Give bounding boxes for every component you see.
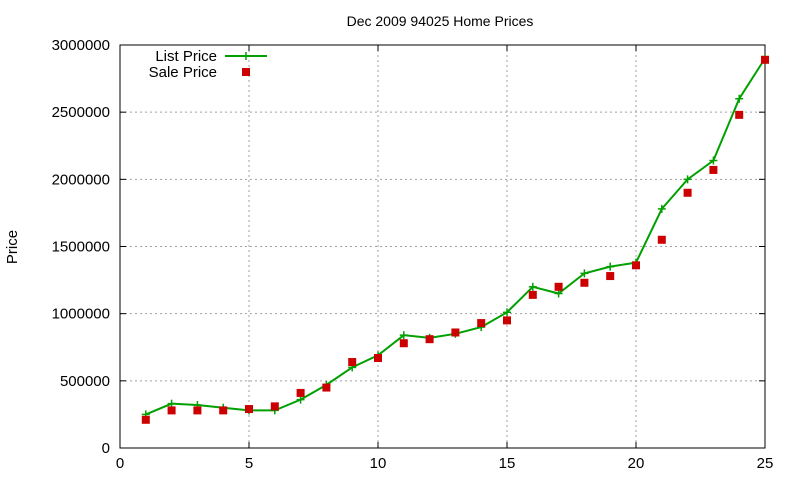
sale-price-point	[709, 165, 718, 174]
legend-label: List Price	[155, 48, 217, 65]
list-price-point	[503, 308, 511, 317]
y-axis-label: Price	[4, 230, 21, 264]
list-price-point	[528, 282, 537, 291]
list-price-point	[580, 269, 589, 278]
list-price-point	[554, 289, 563, 298]
x-tick-label: 0	[116, 455, 124, 472]
sale-price-point	[657, 235, 666, 244]
series-0	[141, 54, 769, 419]
sale-price-point	[735, 110, 744, 119]
sale-price-point	[528, 290, 537, 299]
sale-price-point	[425, 335, 434, 344]
sale-price-point	[219, 406, 228, 415]
x-tick-label: 15	[499, 455, 516, 472]
chart-title: Dec 2009 94025 Home Prices	[347, 13, 534, 29]
list-price-point	[657, 204, 666, 213]
y-tick-label: 500000	[60, 373, 110, 390]
sale-price-point	[632, 261, 640, 270]
series-1	[141, 55, 769, 424]
sale-price-point	[683, 188, 692, 197]
legend-square-sample	[242, 68, 250, 76]
axis-ticks: 0 5 10 15 20 25 0 500000 1000000 1500000 2000000 25…	[52, 37, 774, 472]
y-tick-label: 2500000	[52, 104, 110, 121]
legend-cross-sample	[242, 52, 250, 60]
list-price-point	[709, 156, 718, 165]
y-tick-label: 3000000	[52, 37, 110, 54]
sale-price-point	[245, 405, 253, 414]
y-tick-label: 1000000	[52, 306, 110, 323]
x-tick-label: 5	[245, 455, 253, 472]
list-price-point	[399, 331, 408, 340]
y-tick-label: 1500000	[52, 239, 110, 256]
list-price-point	[167, 399, 176, 408]
sale-price-point	[580, 278, 589, 287]
y-tick-label: 0	[102, 440, 110, 457]
x-tick-label: 10	[370, 455, 387, 472]
sale-price-point	[193, 406, 202, 415]
sale-price-point	[477, 319, 486, 328]
sale-price-point	[761, 55, 769, 64]
list-price-point	[735, 94, 744, 103]
sale-price-point	[554, 282, 563, 291]
list-price-point	[683, 175, 692, 184]
sale-price-point	[141, 415, 150, 424]
x-tick-label: 25	[757, 455, 774, 472]
grid	[120, 45, 765, 448]
legend-label: Sale Price	[149, 64, 217, 81]
sale-price-point	[503, 316, 511, 325]
sale-price-point	[296, 388, 305, 397]
list-price-point	[606, 262, 615, 271]
list-price-point	[296, 395, 305, 404]
sale-price-point	[451, 328, 460, 337]
series-layer	[141, 54, 769, 424]
sale-price-point	[322, 383, 331, 392]
sale-price-point	[167, 406, 176, 415]
sale-price-point	[374, 353, 382, 362]
sale-price-point	[270, 402, 279, 411]
sale-price-point	[399, 339, 408, 348]
sale-price-point	[606, 272, 615, 281]
y-tick-label: 2000000	[52, 171, 110, 188]
x-tick-label: 20	[628, 455, 645, 472]
sale-price-point	[348, 358, 357, 367]
